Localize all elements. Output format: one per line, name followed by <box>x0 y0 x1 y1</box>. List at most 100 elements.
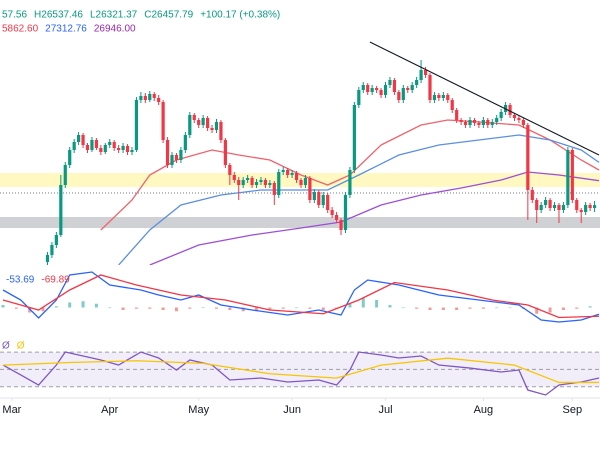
candle-body <box>134 100 139 150</box>
candle-body <box>281 170 285 172</box>
indicator-line <box>2 274 600 319</box>
candle-body <box>99 148 103 152</box>
candle-body <box>366 85 370 92</box>
candle-body <box>375 88 379 90</box>
candle-body <box>205 118 210 128</box>
histogram-bar <box>481 307 485 309</box>
histogram-bar <box>94 303 98 308</box>
candle-body <box>219 122 223 140</box>
legend-value: 57.56 <box>2 10 27 21</box>
legend-value: -53.69 <box>6 275 35 286</box>
histogram-bar <box>295 307 299 309</box>
histogram-bar <box>361 297 365 308</box>
histogram-bar <box>308 307 312 309</box>
candle-body <box>379 90 383 95</box>
candle-body <box>334 215 339 220</box>
legend-value: Ø <box>2 341 10 352</box>
histogram-bar <box>174 307 178 312</box>
histogram-bar <box>281 307 285 309</box>
candle-body <box>223 140 227 165</box>
candle-body <box>130 150 134 152</box>
candle-body <box>125 146 130 152</box>
candle-body <box>54 235 58 245</box>
candle-body <box>179 150 183 160</box>
rsi-pane <box>0 351 600 396</box>
candle-body <box>535 200 539 210</box>
candle-body <box>544 200 548 205</box>
x-tick-label: Jun <box>283 404 301 416</box>
histogram-bar <box>241 307 245 312</box>
candle-body <box>370 88 374 92</box>
candle-body <box>432 95 437 100</box>
candle-body <box>450 100 454 110</box>
candle-body <box>108 142 112 145</box>
candle-body <box>557 205 561 210</box>
candle-body <box>312 192 316 200</box>
candle-body <box>530 190 534 200</box>
histogram-bar <box>41 307 45 312</box>
candle-body <box>339 220 343 230</box>
candle-body <box>59 185 63 235</box>
legend-value: Ø <box>17 341 25 352</box>
candle-body <box>352 105 356 170</box>
candle-body <box>321 195 325 205</box>
x-tick-label: Jul <box>378 404 392 416</box>
indicator-line <box>2 351 600 396</box>
legend-value: -69.89 <box>41 275 70 286</box>
indicator-line <box>118 134 600 265</box>
candle-body <box>85 145 90 150</box>
candle-body <box>232 175 236 180</box>
candle-body <box>250 178 254 185</box>
histogram-bar <box>348 303 352 308</box>
candle-body <box>490 122 494 125</box>
candle-body <box>188 115 192 135</box>
candle-body <box>468 120 472 125</box>
candle-body <box>72 142 76 150</box>
candle-body <box>290 173 294 175</box>
candle-body <box>90 140 94 150</box>
candle-body <box>254 182 259 185</box>
candle-body <box>486 120 490 125</box>
candle-body <box>50 245 54 255</box>
histogram-bar <box>561 307 565 310</box>
candle-body <box>272 183 276 195</box>
histogram-bar <box>508 307 512 309</box>
histogram-bar <box>268 307 272 310</box>
histogram-bar <box>14 307 18 309</box>
histogram-bar <box>108 307 112 309</box>
candle-body <box>170 155 174 165</box>
candle-body <box>228 165 232 175</box>
candle-body <box>570 150 574 200</box>
candle-body <box>241 180 245 185</box>
candle-body <box>148 94 152 100</box>
candle-body <box>472 120 477 123</box>
candle-body <box>121 146 125 150</box>
histogram-bar <box>548 307 552 313</box>
candle-body <box>117 148 121 150</box>
labels: 57.56 H26537.46 L26321.37 C26457.79 +100.17 … <box>2 10 582 416</box>
legend-value: L26321.37 <box>90 10 138 21</box>
candle-body <box>481 120 485 125</box>
indicator-line <box>2 357 599 384</box>
candle-body <box>526 125 530 190</box>
candle-body <box>157 98 161 102</box>
x-tick-label: Sep <box>563 404 583 416</box>
candle-body <box>477 123 481 125</box>
candle-body <box>441 95 445 98</box>
indicator-line <box>149 171 600 265</box>
candle-body <box>299 180 303 185</box>
candle-body <box>517 118 521 120</box>
candle-body <box>423 70 428 75</box>
candle-body <box>575 200 579 210</box>
x-tick-label: Apr <box>101 404 118 416</box>
histogram-bar <box>54 306 58 308</box>
candle-body <box>103 145 107 152</box>
legend-value: 27312.76 <box>45 24 87 35</box>
histogram-bar <box>588 306 592 308</box>
candle-body <box>68 150 72 165</box>
candle-body <box>246 178 250 180</box>
candle-body <box>326 195 330 210</box>
candle-body <box>357 90 361 105</box>
candle-body <box>392 80 397 92</box>
